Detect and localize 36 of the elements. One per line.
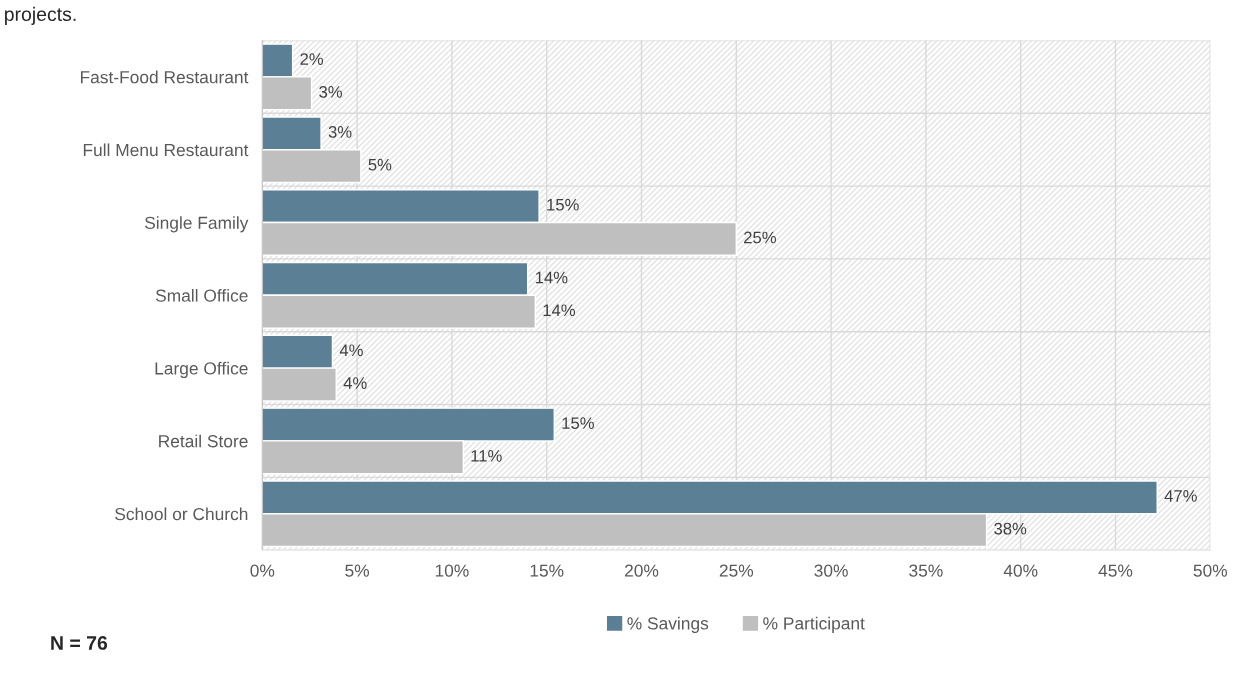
text: projects. [5,6,76,25]
x-tick-label: 50% [1193,564,1228,577]
x-tick-label: 0% [250,564,275,577]
x-tick-label: 10% [435,564,469,577]
y-tick-label: Fast-Food Restaurant [80,70,249,84]
data-label: 3% [328,126,352,138]
y-tick-label: Single Family [144,216,249,233]
x-tick-label: 40% [1003,564,1038,577]
x-tick-label: 25% [719,564,754,577]
x-tick-label: 30% [814,564,848,577]
x-tick-label: 35% [909,564,943,577]
data-label: 14% [543,304,576,317]
legend-label: % Savings [627,616,709,633]
data-label: 2% [300,53,324,65]
data-label: 5% [368,158,392,171]
data-label: 4% [343,377,367,389]
legend-label: % Participant [763,616,865,633]
data-label: 15% [547,198,579,211]
data-label: 15% [562,417,594,430]
data-label: 38% [994,522,1027,535]
data-label: 11% [471,450,502,462]
text: N = 76 [51,636,108,650]
y-tick-label: Small Office [155,289,248,302]
data-label: 3% [319,85,343,98]
y-tick-label: School or Church [115,507,248,521]
data-label: 14% [535,271,568,284]
y-tick-label: Full Menu Restaurant [83,143,249,157]
y-tick-label: Large Office [155,361,248,379]
y-tick-label: Retail Store [159,434,248,448]
data-label: 25% [744,231,776,244]
x-tick-label: 5% [345,564,370,577]
data-label: 4% [339,344,363,357]
x-tick-label: 15% [530,564,564,577]
x-tick-label: 20% [624,564,659,577]
data-label: 47% [1164,490,1197,502]
x-tick-label: 45% [1098,564,1133,577]
